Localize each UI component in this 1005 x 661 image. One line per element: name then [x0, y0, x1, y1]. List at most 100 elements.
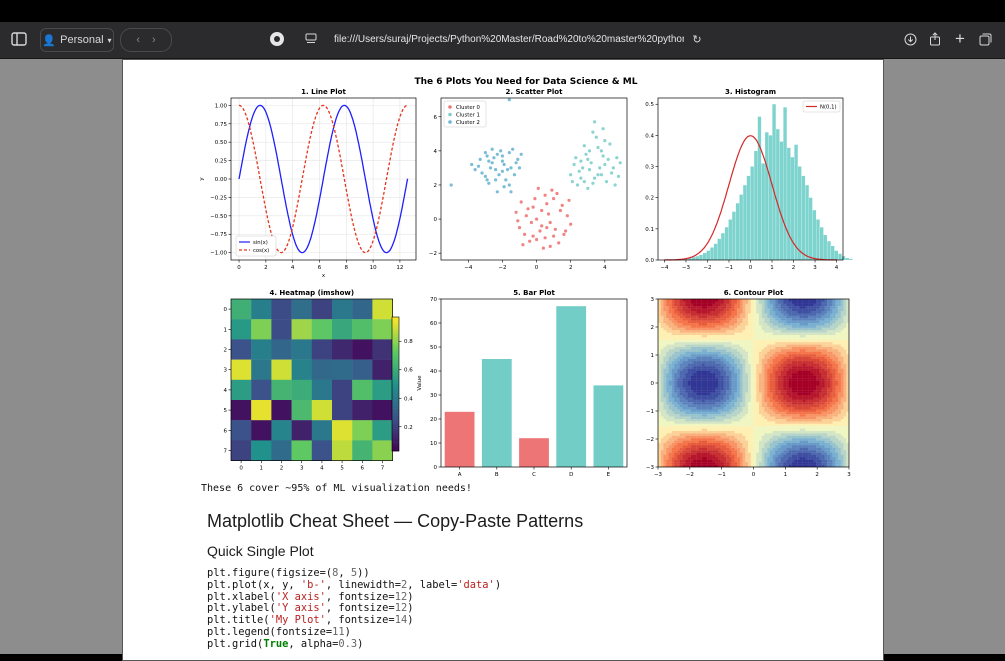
contour-cell — [710, 460, 713, 463]
contour-cell — [748, 349, 751, 352]
contour-cell — [723, 366, 726, 369]
contour-cell — [666, 395, 669, 398]
sidebar-toggle-icon[interactable] — [8, 28, 30, 50]
contour-cell — [672, 431, 675, 434]
contour-cell — [762, 409, 765, 412]
contour-cell — [767, 455, 770, 458]
contour-cell — [702, 325, 705, 328]
contour-cell — [693, 340, 696, 343]
contour-cell — [680, 306, 683, 309]
contour-cell — [663, 445, 666, 448]
contour-cell — [789, 357, 792, 360]
histogram-bar — [831, 246, 834, 260]
contour-cell — [661, 342, 664, 345]
page-viewport[interactable]: The 6 Plots You Need for Data Science & … — [0, 59, 1005, 654]
contour-cell — [658, 405, 661, 408]
privacy-shield-icon[interactable] — [268, 28, 286, 50]
profile-button[interactable]: 👤 Personal ▾ — [40, 28, 114, 52]
contour-cell — [702, 424, 705, 427]
contour-cell — [824, 397, 827, 400]
contour-cell — [822, 359, 825, 362]
contour-cell — [674, 347, 677, 350]
contour-cell — [729, 405, 732, 408]
contour-cell — [756, 376, 759, 379]
contour-cell — [819, 335, 822, 338]
contour-cell — [767, 352, 770, 355]
contour-cell — [775, 390, 778, 393]
contour-cell — [805, 453, 808, 456]
address-bar[interactable]: file:///Users/suraj/Projects/Python%20Ma… — [334, 28, 684, 50]
contour-cell — [811, 321, 814, 324]
contour-cell — [707, 361, 710, 364]
contour-cell — [743, 304, 746, 307]
legend-swatch — [448, 113, 452, 117]
contour-cell — [734, 325, 737, 328]
contour-cell — [718, 352, 721, 355]
contour-cell — [696, 412, 699, 415]
share-icon[interactable] — [927, 28, 943, 50]
contour-cell — [721, 445, 724, 448]
contour-cell — [830, 335, 833, 338]
contour-cell — [743, 349, 746, 352]
contour-cell — [718, 385, 721, 388]
contour-cell — [819, 357, 822, 360]
contour-cell — [707, 366, 710, 369]
contour-cell — [814, 431, 817, 434]
contour-cell — [734, 448, 737, 451]
contour-cell — [775, 321, 778, 324]
contour-cell — [693, 462, 696, 465]
x-tick-label: 2 — [280, 466, 284, 472]
tab-overview-icon[interactable] — [977, 28, 993, 50]
contour-cell — [805, 395, 808, 398]
contour-cell — [778, 371, 781, 374]
page-menu-icon[interactable] — [303, 28, 319, 50]
contour-cell — [715, 402, 718, 405]
contour-cell — [721, 345, 724, 348]
contour-cell — [715, 373, 718, 376]
colorbar-segment — [392, 384, 399, 387]
contour-cell — [767, 349, 770, 352]
contour-cell — [715, 313, 718, 316]
reload-icon[interactable]: ↻ — [690, 28, 704, 50]
contour-cell — [737, 393, 740, 396]
contour-cell — [726, 431, 729, 434]
contour-cell — [803, 400, 806, 403]
contour-cell — [792, 438, 795, 441]
contour-cell — [773, 385, 776, 388]
contour-cell — [778, 426, 781, 429]
contour-cell — [805, 347, 808, 350]
contour-cell — [778, 304, 781, 307]
contour-cell — [685, 371, 688, 374]
contour-cell — [792, 424, 795, 427]
contour-cell — [683, 460, 686, 463]
contour-cell — [683, 371, 686, 374]
contour-cell — [704, 340, 707, 343]
contour-cell — [816, 393, 819, 396]
contour-cell — [704, 402, 707, 405]
contour-cell — [794, 436, 797, 439]
contour-cell — [754, 393, 757, 396]
histogram-bar — [692, 257, 695, 260]
new-tab-icon[interactable]: + — [952, 28, 968, 50]
contour-cell — [781, 433, 784, 436]
contour-cell — [663, 311, 666, 314]
contour-cell — [669, 383, 672, 386]
contour-cell — [762, 455, 765, 458]
contour-cell — [800, 453, 803, 456]
contour-cell — [702, 419, 705, 422]
contour-cell — [808, 412, 811, 415]
contour-cell — [702, 397, 705, 400]
contour-cell — [805, 443, 808, 446]
contour-cell — [693, 376, 696, 379]
heatmap-cell — [312, 299, 332, 319]
forward-icon[interactable]: › — [152, 34, 156, 46]
contour-cell — [661, 462, 664, 465]
x-tick-label: 2 — [264, 265, 268, 271]
contour-cell — [797, 340, 800, 343]
download-icon[interactable] — [902, 28, 918, 50]
contour-cell — [824, 333, 827, 336]
back-icon[interactable]: ‹ — [136, 34, 140, 46]
contour-cell — [778, 419, 781, 422]
contour-cell — [789, 340, 792, 343]
x-tick-label: 0 — [535, 265, 539, 271]
